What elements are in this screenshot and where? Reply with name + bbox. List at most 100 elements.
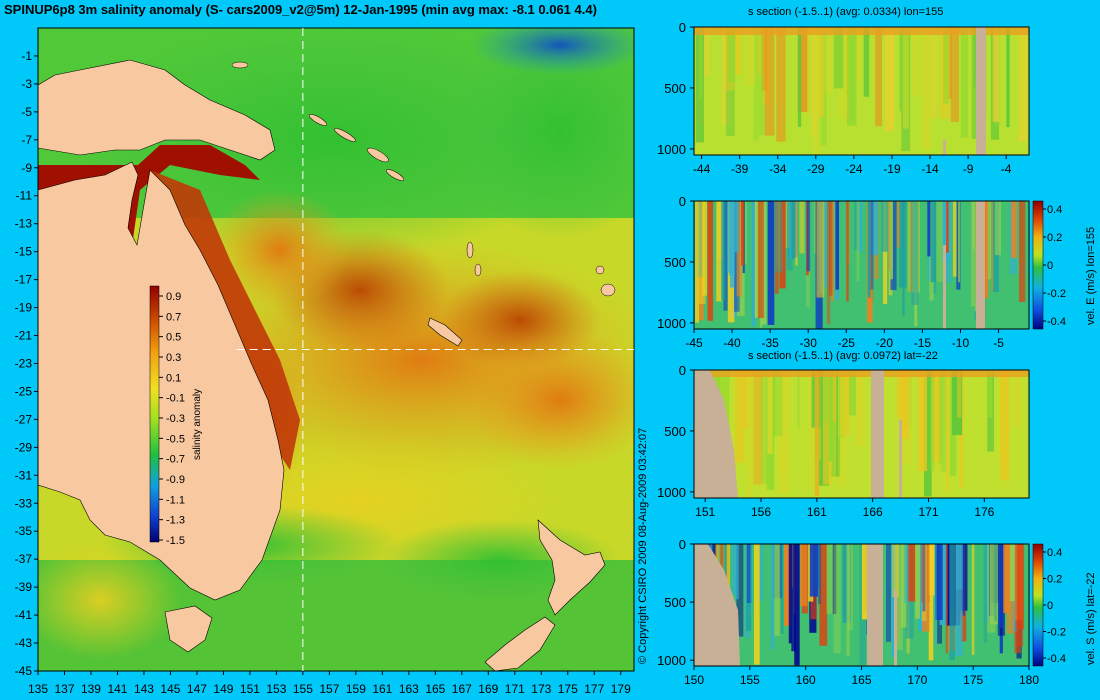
section-streak — [846, 544, 850, 656]
section-streak — [945, 201, 953, 283]
section-streak — [698, 201, 706, 305]
section-land-mask — [694, 544, 740, 666]
section-streak — [1006, 27, 1010, 128]
section-streak — [885, 27, 895, 132]
land-australia — [38, 161, 285, 601]
map-xtick-label: 145 — [160, 682, 180, 696]
map-ytick-label: -19 — [15, 301, 33, 315]
land-nz-north — [537, 519, 606, 616]
section-xtick-label: -4 — [1001, 162, 1012, 176]
section-streak — [881, 201, 888, 252]
section-streak — [863, 27, 870, 97]
section-streak — [806, 201, 811, 272]
section-land-mask — [976, 27, 986, 155]
section-streak — [746, 544, 752, 603]
section-streak — [987, 370, 993, 418]
land-tasmania — [164, 605, 213, 653]
section-streak — [837, 370, 848, 487]
section-streak — [774, 201, 779, 294]
section-streak — [757, 201, 764, 319]
section-streak — [774, 201, 783, 273]
section-ytick-label: 500 — [664, 424, 686, 439]
section-land-mask — [943, 245, 946, 329]
colorbar-tick-label: -1.5 — [166, 535, 185, 547]
section-streak — [928, 544, 935, 596]
section-streak — [774, 544, 780, 636]
section-streak — [826, 544, 834, 614]
section-xtick-label: 156 — [751, 505, 771, 519]
section-streak — [1019, 27, 1025, 73]
map-xtick-label: 161 — [372, 682, 392, 696]
section-streak — [939, 544, 949, 626]
map-xtick-label: 173 — [531, 682, 551, 696]
section-streak — [835, 201, 840, 290]
section-streak — [943, 27, 949, 104]
section-streak — [797, 27, 808, 113]
section-streak — [994, 201, 1002, 256]
section-ytick-label: 500 — [664, 81, 686, 96]
section-streak — [811, 27, 815, 137]
section-streak — [728, 27, 736, 83]
section-streak — [1016, 544, 1024, 647]
section-streak — [940, 370, 948, 473]
section-streak — [957, 201, 961, 283]
section-xtick-label: -20 — [876, 336, 894, 350]
section-streak — [823, 201, 828, 288]
section-xtick-label: -29 — [807, 162, 825, 176]
section-frame — [693, 369, 1030, 499]
map-xtick-label: 147 — [187, 682, 207, 696]
map-xtick-label: 179 — [611, 682, 631, 696]
section-colorbar-tick-label: 0 — [1047, 260, 1053, 272]
colorbar-tick-label: -1.1 — [166, 494, 185, 506]
section-streak — [991, 201, 994, 291]
map-ytick-label: -45 — [15, 664, 33, 678]
section-streak — [915, 544, 920, 619]
colorbar-tick-label: 0.7 — [166, 311, 181, 323]
section-streak — [819, 544, 828, 646]
section-streak — [937, 370, 940, 472]
section-streak — [720, 201, 726, 301]
map-xtick-label: 167 — [452, 682, 472, 696]
colorbar-tick-label: -0.9 — [166, 474, 185, 486]
salinity-section-lon: -44 -39 -34 -29 -24 -19 -14 -9 -4 0 500 1000 — [657, 20, 1030, 176]
map-xtick-label: 153 — [266, 682, 286, 696]
section-streak — [856, 201, 860, 282]
section-streak — [1018, 27, 1023, 134]
section-ytick-label: 0 — [679, 363, 686, 378]
section-streak — [922, 544, 926, 612]
section-streak — [892, 544, 899, 598]
section-streak — [1009, 544, 1016, 602]
section-streak — [758, 27, 765, 136]
map-ytick-label: -15 — [15, 245, 33, 259]
land-new-guinea — [38, 59, 276, 161]
map-xtick-label: 171 — [505, 682, 525, 696]
section-streak — [750, 544, 753, 612]
section-streak — [902, 27, 909, 129]
section-streak — [745, 27, 755, 86]
section-streak — [868, 201, 874, 290]
section-colorbar-tick-label: -0.4 — [1047, 653, 1066, 665]
section-streak — [797, 27, 802, 127]
section-streak — [911, 27, 921, 97]
section-streak — [814, 27, 819, 154]
section-streak — [699, 27, 702, 101]
section-streak — [935, 544, 943, 621]
section-streak — [918, 370, 928, 472]
section-streak — [770, 544, 775, 650]
section-streak — [727, 201, 731, 273]
section-xtick-label: -15 — [914, 336, 932, 350]
section-streak — [828, 201, 833, 296]
colorbar-tick-label: 0.3 — [166, 352, 181, 364]
map-ytick-label: -13 — [15, 217, 33, 231]
section-land-mask — [943, 140, 946, 155]
section-field — [694, 544, 1029, 666]
section-streak — [846, 201, 849, 302]
figure-title: SPINUP6p8 3m salinity anomaly (S- cars20… — [4, 2, 597, 17]
map-xtick-label: 143 — [134, 682, 154, 696]
section-streak — [932, 370, 941, 462]
section-xtick-label: -30 — [800, 336, 818, 350]
section-streak — [736, 201, 743, 297]
section-streak — [817, 544, 822, 605]
section4-colorbar-label: vel. S (m/s) lat=-22 — [1085, 572, 1097, 665]
section-xtick-label: 171 — [918, 505, 938, 519]
